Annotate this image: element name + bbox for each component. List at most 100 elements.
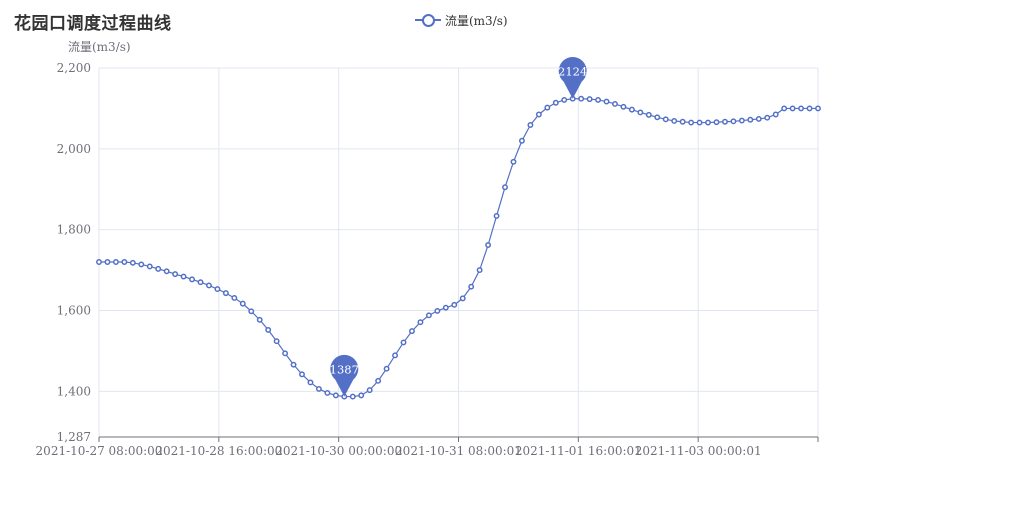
data-point[interactable] [738, 117, 745, 124]
y-tick-label: 1,400 [57, 384, 91, 398]
data-point[interactable] [197, 279, 204, 286]
data-point[interactable] [273, 338, 280, 345]
data-point[interactable] [307, 379, 314, 386]
data-point[interactable] [561, 96, 568, 103]
data-point[interactable] [815, 105, 821, 112]
data-point[interactable] [383, 365, 390, 372]
data-point[interactable] [476, 267, 483, 274]
data-point[interactable] [654, 114, 661, 121]
data-point[interactable] [104, 259, 111, 265]
data-point[interactable] [180, 273, 187, 280]
data-point[interactable] [189, 276, 195, 283]
data-point[interactable] [544, 104, 551, 111]
data-point[interactable] [578, 95, 585, 102]
data-point[interactable] [358, 392, 365, 399]
data-point[interactable] [696, 119, 703, 126]
data-point[interactable] [163, 268, 170, 275]
data-point[interactable] [248, 308, 255, 315]
data-point[interactable] [155, 265, 162, 272]
grid [98, 67, 819, 437]
data-point[interactable] [485, 242, 492, 248]
data-point[interactable] [603, 98, 610, 105]
data-point[interactable] [755, 115, 762, 122]
data-point[interactable] [764, 114, 771, 121]
data-point[interactable] [332, 392, 339, 399]
data-point[interactable] [146, 263, 153, 270]
data-point[interactable] [442, 304, 449, 311]
data-point[interactable] [206, 282, 212, 289]
data-point[interactable] [781, 105, 788, 112]
legend-line-circle-icon [415, 13, 441, 27]
data-point[interactable] [722, 118, 728, 125]
data-point[interactable] [299, 371, 305, 378]
data-point[interactable] [612, 101, 618, 107]
data-point[interactable] [172, 271, 179, 278]
data-point[interactable] [96, 259, 102, 265]
data-point[interactable] [493, 212, 500, 219]
data-point[interactable] [705, 119, 711, 126]
data-point[interactable] [552, 99, 559, 106]
data-point[interactable] [366, 387, 373, 394]
data-point[interactable] [392, 352, 399, 359]
data-point[interactable] [265, 326, 272, 333]
mark-pin-max[interactable]: 2124 [558, 56, 587, 99]
data-point[interactable] [400, 339, 407, 346]
data-point[interactable] [620, 103, 627, 110]
data-point[interactable] [662, 116, 669, 123]
data-point[interactable] [502, 184, 508, 191]
data-point[interactable] [645, 111, 652, 118]
mark-pin-min[interactable]: 1387 [330, 354, 359, 397]
data-point[interactable] [628, 106, 635, 113]
data-point[interactable] [290, 361, 297, 368]
data-point[interactable] [772, 111, 779, 118]
pin-shape [330, 354, 359, 397]
data-point[interactable] [239, 300, 246, 307]
data-point[interactable] [451, 301, 458, 308]
data-point[interactable] [747, 116, 754, 123]
data-point[interactable] [586, 96, 593, 103]
data-point[interactable] [349, 393, 356, 400]
y-tick-label: 1,600 [57, 303, 91, 317]
data-point[interactable] [535, 111, 542, 118]
data-point[interactable] [730, 118, 737, 125]
y-tick-label: 1,287 [57, 430, 91, 444]
data-point[interactable] [282, 350, 289, 357]
data-point[interactable] [518, 137, 525, 144]
y-tick-label: 2,200 [57, 61, 91, 75]
data-point[interactable] [713, 119, 720, 126]
data-point[interactable] [671, 117, 678, 124]
data-point[interactable] [129, 259, 136, 266]
data-point[interactable] [222, 290, 229, 297]
data-point[interactable] [112, 259, 119, 265]
data-point[interactable] [375, 377, 382, 384]
x-tick-label: 2021-10-28 16:00:00 [155, 444, 282, 458]
data-point[interactable] [798, 105, 805, 112]
y-tick-label: 1,800 [57, 223, 91, 237]
data-point[interactable] [806, 105, 813, 112]
data-point[interactable] [789, 105, 796, 112]
data-point[interactable] [138, 261, 145, 268]
legend[interactable]: 流量(m3/s) [415, 10, 508, 30]
x-tick-label: 2021-10-31 08:00:01 [395, 444, 522, 458]
data-point[interactable] [468, 283, 475, 290]
data-point[interactable] [214, 286, 221, 293]
data-point[interactable] [459, 295, 466, 302]
data-point[interactable] [510, 158, 517, 165]
data-point[interactable] [688, 119, 695, 126]
data-point[interactable] [417, 319, 424, 326]
data-point[interactable] [121, 259, 128, 265]
data-point[interactable] [315, 385, 322, 392]
data-point[interactable] [637, 109, 644, 116]
data-point[interactable] [231, 295, 238, 301]
data-point[interactable] [434, 307, 441, 314]
data-point[interactable] [425, 312, 432, 319]
data-point[interactable] [595, 96, 602, 103]
data-point[interactable] [409, 328, 415, 335]
data-point[interactable] [527, 122, 534, 128]
series-flow [96, 95, 821, 400]
data-point[interactable] [256, 316, 263, 323]
data-point[interactable] [324, 389, 331, 396]
data-point[interactable] [679, 118, 686, 125]
pin-label: 1387 [330, 363, 359, 377]
x-tick-label: 2021-10-30 00:00:00 [275, 444, 402, 458]
